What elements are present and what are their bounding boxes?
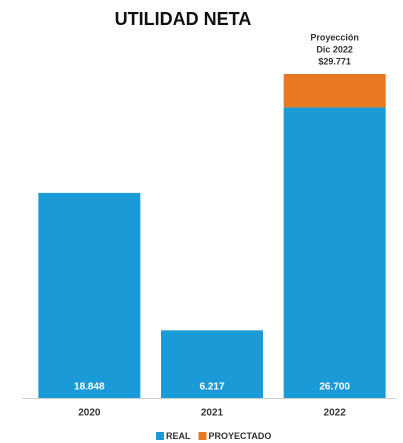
value-label: 26.700	[319, 382, 350, 393]
legend-swatch	[198, 432, 207, 440]
x-tick-label: 2020	[78, 408, 101, 419]
bar-segment	[283, 107, 386, 398]
bar-segment	[283, 74, 386, 108]
legend-label: REAL	[166, 431, 191, 441]
x-tick-label: 2021	[201, 408, 224, 419]
x-tick-label: 2022	[324, 408, 347, 419]
legend-swatch	[156, 432, 164, 440]
legend-label: PROYECTADO	[209, 431, 272, 441]
annotation: $29.771	[318, 56, 351, 66]
annotation: Dic 2022	[316, 44, 353, 54]
annotation: Proyección	[310, 32, 359, 42]
value-label: 6.217	[199, 382, 224, 393]
chart-title: UTILIDAD NETA	[115, 9, 252, 29]
value-label: 18.848	[74, 382, 105, 393]
bar-segment	[38, 192, 141, 398]
bar-segment	[161, 330, 263, 398]
